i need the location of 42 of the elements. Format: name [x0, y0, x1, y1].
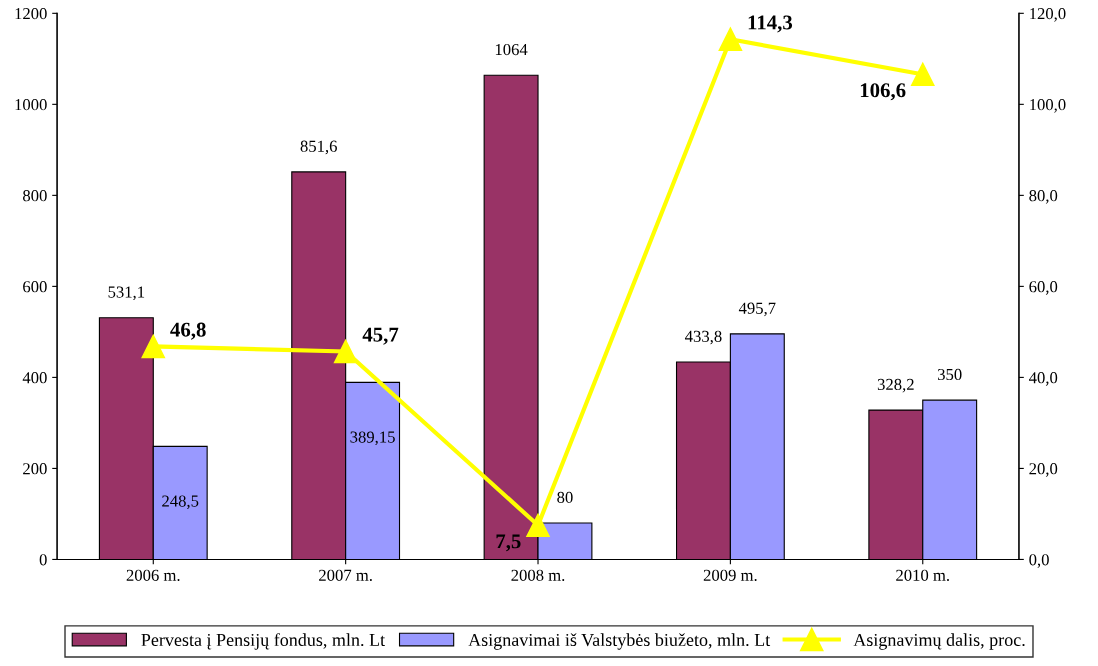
data-label: 851,6	[300, 140, 337, 155]
data-label: 350	[937, 368, 962, 381]
data-label: 433,8	[685, 330, 722, 345]
y-tick-label: 600	[23, 281, 47, 293]
x-tick-label: 2008 m.	[511, 569, 565, 581]
data-label: 389,15	[350, 431, 395, 446]
x-tick-label: 2009 m.	[703, 569, 757, 581]
point	[141, 334, 166, 359]
point	[526, 513, 550, 538]
x-tick-label: 2007 m.	[319, 569, 372, 581]
data-label: 46,8	[170, 322, 206, 340]
point	[333, 339, 358, 364]
data-label: 114,3	[748, 15, 793, 33]
point	[910, 62, 935, 87]
y-tick-label: 800	[23, 190, 47, 202]
y-tick-label: 0	[39, 554, 47, 566]
data-label: 45,7	[362, 327, 399, 345]
data-label: 1064	[495, 43, 528, 56]
data-label: 7,5	[496, 534, 521, 552]
legend-label: Asignavimų dalis, proc.	[853, 633, 1025, 650]
y2-tick-label: 100,0	[1030, 99, 1066, 113]
data-label: 495,7	[738, 302, 776, 317]
data-label: 106,6	[860, 83, 906, 101]
y-tick-label: 400	[22, 372, 47, 384]
y-tick-label: 1000	[15, 99, 47, 111]
x-tick-label: 2010 m.	[896, 569, 949, 581]
data-label: 248,5	[162, 495, 199, 510]
point	[718, 27, 743, 52]
data-label: 531,1	[108, 286, 145, 301]
data-label: 80	[557, 491, 573, 503]
y2-tick-label: 80,0	[1029, 190, 1058, 204]
y2-tick-label: 20,0	[1029, 463, 1058, 477]
y2-tick-label: 0,0	[1029, 554, 1049, 568]
legend-label: Asignavimai iš Valstybės biužeto, mln. Lt	[468, 633, 771, 650]
data-label: 328,2	[877, 378, 914, 393]
x-tick-label: 2006 m.	[126, 569, 180, 581]
y-tick-label: 200	[23, 463, 47, 475]
y2-tick-label: 60,0	[1029, 281, 1058, 295]
y-tick-label: 1200	[15, 8, 47, 20]
y2-tick-label: 40,0	[1028, 372, 1058, 386]
legend-label: Pervesta į Pensijų fondus, mln. Lt	[141, 633, 385, 650]
y2-tick-label: 120,0	[1030, 8, 1066, 22]
